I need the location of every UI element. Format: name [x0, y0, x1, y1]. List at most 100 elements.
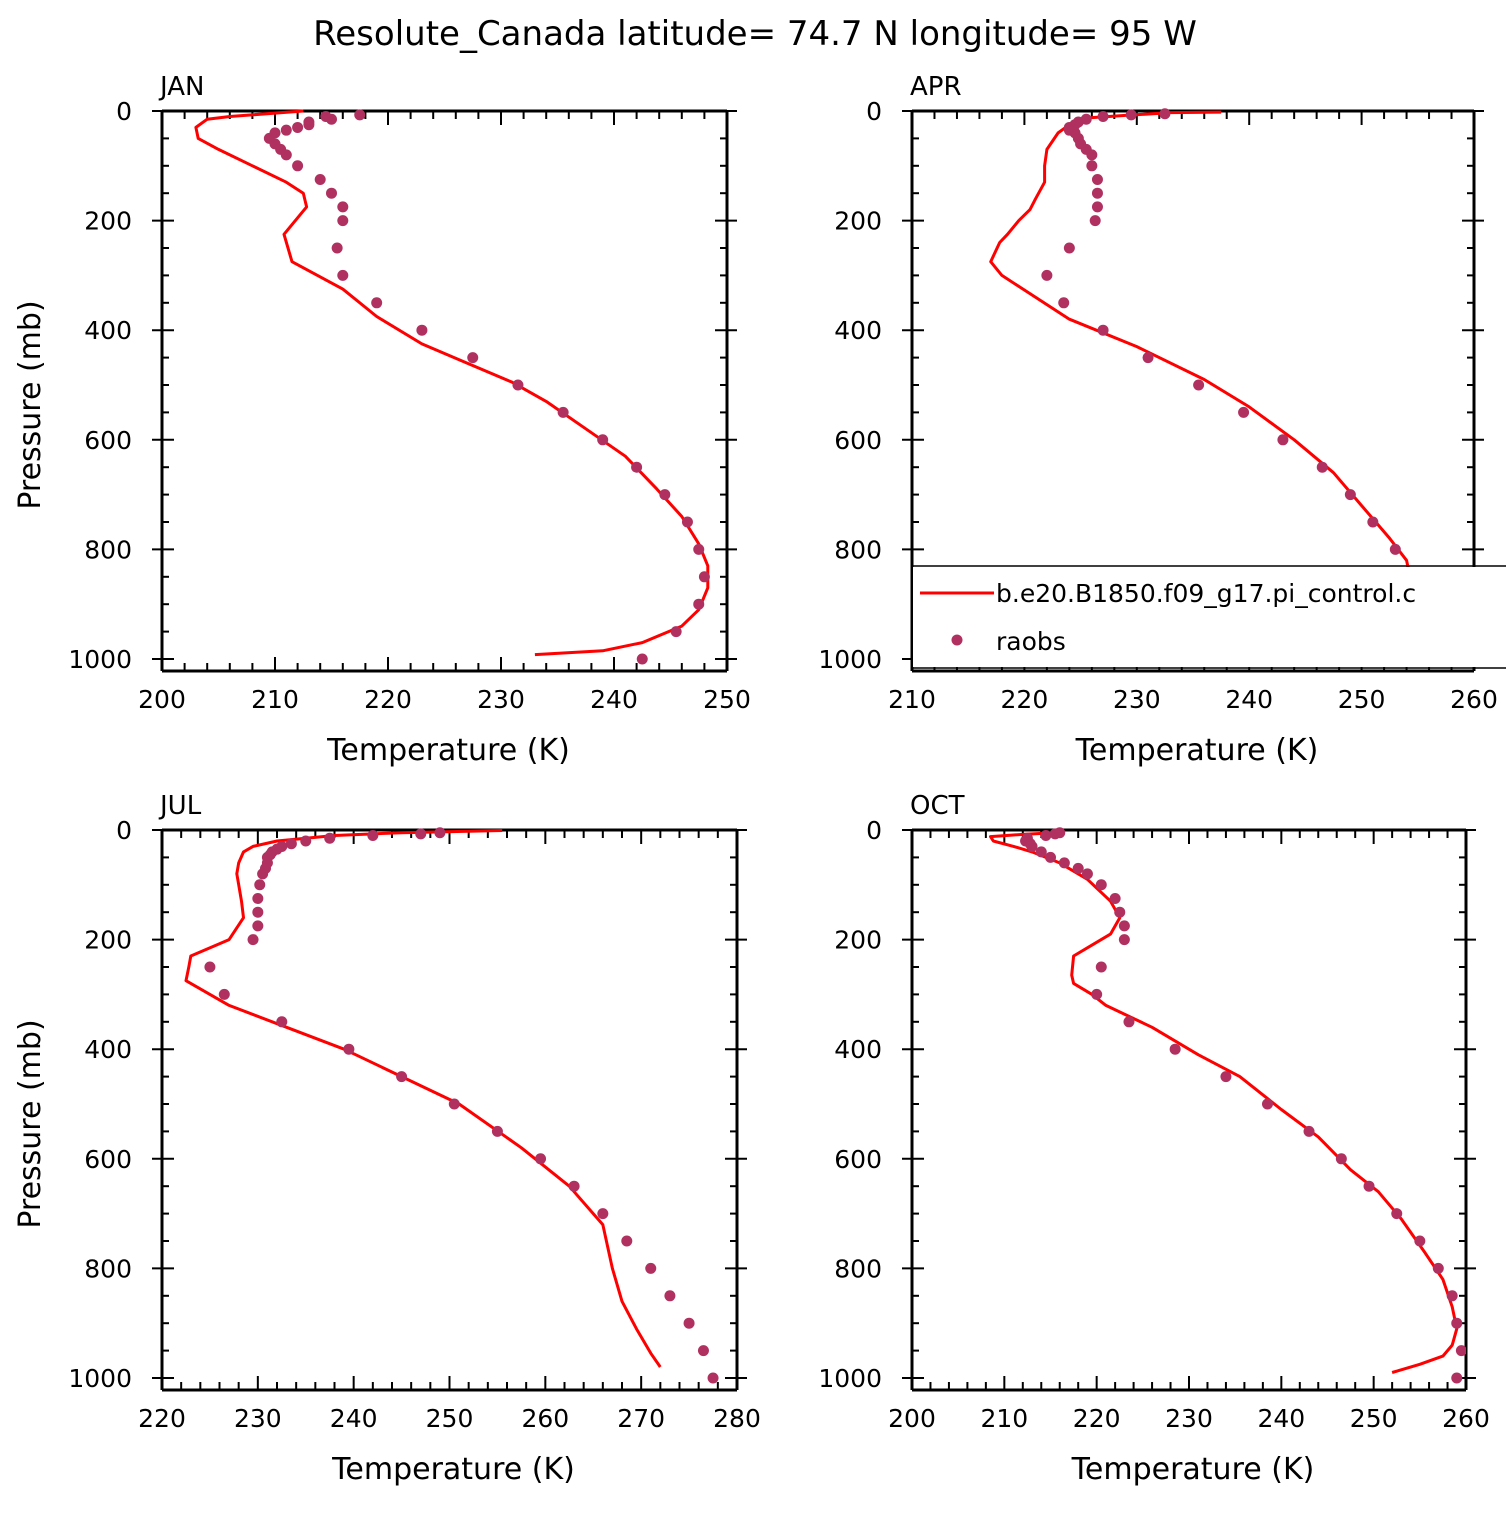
- data-point-raobs: [1091, 201, 1103, 213]
- y-tick-label: 1000: [818, 1364, 882, 1393]
- data-point-raobs: [218, 988, 230, 1000]
- data-point-raobs: [1086, 160, 1098, 172]
- data-point-raobs: [1089, 215, 1101, 227]
- data-point-raobs: [631, 461, 643, 473]
- data-point-raobs: [1125, 109, 1137, 121]
- y-axis-label: Pressure (mb): [13, 300, 48, 509]
- x-tick-label: 250: [1338, 685, 1386, 714]
- x-axis-label: Temperature (K): [326, 733, 570, 768]
- data-point-raobs: [1081, 868, 1093, 880]
- data-point-raobs: [337, 215, 349, 227]
- y-tick-label: 400: [84, 1035, 132, 1064]
- x-axis-label: Temperature (K): [331, 1452, 575, 1487]
- data-point-raobs: [1261, 1098, 1273, 1110]
- data-point-raobs: [1095, 961, 1107, 973]
- data-point-raobs: [1367, 516, 1379, 528]
- data-point-raobs: [670, 626, 682, 638]
- data-point-raobs: [1432, 1262, 1444, 1274]
- data-point-raobs: [367, 829, 379, 841]
- panel-label: JAN: [158, 72, 204, 102]
- x-tick-label: 210: [888, 685, 936, 714]
- data-point-raobs: [1026, 840, 1038, 852]
- x-tick-label: 240: [1225, 685, 1273, 714]
- data-point-raobs: [415, 828, 427, 840]
- x-tick-label: 230: [477, 685, 525, 714]
- data-point-raobs: [467, 352, 479, 364]
- y-tick-label: 800: [834, 535, 882, 564]
- data-point-raobs: [276, 1016, 288, 1028]
- y-tick-label: 0: [866, 97, 882, 126]
- data-point-raobs: [257, 868, 269, 880]
- plot-area: [989, 827, 1466, 1384]
- data-point-raobs: [326, 187, 337, 199]
- y-tick-label: 200: [834, 926, 882, 955]
- data-point-raobs: [1072, 862, 1084, 874]
- x-tick-label: 220: [1001, 685, 1049, 714]
- data-point-raobs: [1344, 489, 1356, 501]
- data-point-raobs: [1097, 324, 1109, 336]
- data-point-raobs: [1049, 828, 1061, 840]
- y-tick-label: 0: [116, 97, 132, 126]
- y-tick-label: 800: [84, 1254, 132, 1283]
- data-point-raobs: [1063, 242, 1075, 254]
- y-tick-label: 800: [834, 1254, 882, 1283]
- data-point-raobs: [1041, 269, 1053, 281]
- x-axis-label: Temperature (K): [1071, 1452, 1315, 1487]
- panel-label: OCT: [910, 791, 965, 821]
- data-point-raobs: [1091, 187, 1103, 199]
- data-point-raobs: [568, 1180, 580, 1192]
- data-point-raobs: [1040, 829, 1052, 841]
- x-tick-label: 270: [617, 1404, 665, 1433]
- legend-marker-swatch: [951, 634, 963, 646]
- x-tick-label: 250: [1350, 1404, 1398, 1433]
- y-tick-label: 800: [84, 535, 132, 564]
- data-point-raobs: [324, 832, 336, 844]
- data-point-raobs: [621, 1235, 633, 1247]
- data-point-raobs: [434, 827, 446, 839]
- data-point-raobs: [300, 835, 312, 847]
- data-point-raobs: [681, 516, 693, 528]
- data-point-raobs: [693, 598, 705, 610]
- data-point-raobs: [664, 1290, 676, 1302]
- x-tick-label: 220: [138, 1404, 186, 1433]
- data-point-raobs: [292, 121, 304, 133]
- data-point-raobs: [247, 934, 259, 946]
- panel-jul: 220 230 240 250 260 270 280 0 200 400 600 800 1000 JU…: [13, 791, 761, 1487]
- legend-label-model: b.e20.B1850.f09_g17.pi_control.c: [996, 579, 1416, 608]
- data-point-raobs: [337, 201, 349, 213]
- data-point-raobs: [303, 119, 315, 131]
- y-tick-label: 600: [834, 426, 882, 455]
- y-tick-label: 600: [834, 1145, 882, 1174]
- data-point-raobs: [557, 406, 569, 418]
- data-point-raobs: [1414, 1235, 1426, 1247]
- panel-jan: 200 210 220 230 240 250 0 200 400 600 800 1000 JAN Te…: [13, 72, 751, 768]
- data-point-raobs: [1169, 1043, 1181, 1055]
- y-tick-label: 200: [84, 926, 132, 955]
- data-point-raobs: [1316, 461, 1328, 473]
- data-point-raobs: [416, 324, 428, 336]
- data-point-raobs: [1114, 906, 1126, 918]
- panel-apr: 210 220 230 240 250 260 0 200 400 600 800 1000 APR Te…: [818, 72, 1497, 768]
- data-point-raobs: [1109, 893, 1121, 904]
- panel-label: JUL: [158, 791, 202, 821]
- data-point-raobs: [1363, 1180, 1375, 1192]
- data-point-raobs: [1142, 352, 1154, 364]
- series-line-model: [194, 109, 710, 657]
- x-tick-label: 240: [590, 685, 638, 714]
- x-tick-label: 220: [1073, 1404, 1121, 1433]
- x-tick-label: 210: [980, 1404, 1028, 1433]
- y-tick-label: 200: [834, 207, 882, 236]
- series-line-model: [184, 829, 662, 1368]
- data-point-raobs: [1451, 1317, 1463, 1329]
- panel-label: APR: [910, 72, 962, 102]
- y-tick-label: 1000: [818, 645, 882, 674]
- legend-box: [913, 567, 1506, 667]
- data-point-raobs: [254, 879, 266, 891]
- data-point-raobs: [1035, 846, 1047, 858]
- data-point-raobs: [280, 124, 292, 136]
- panel-oct: 200 210 220 230 240 250 260 0 200 400 600 800 1000 OC…: [818, 791, 1489, 1487]
- x-tick-label: 230: [234, 1404, 282, 1433]
